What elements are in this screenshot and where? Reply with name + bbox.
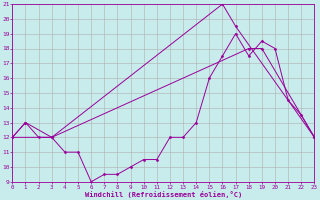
X-axis label: Windchill (Refroidissement éolien,°C): Windchill (Refroidissement éolien,°C) (85, 191, 242, 198)
